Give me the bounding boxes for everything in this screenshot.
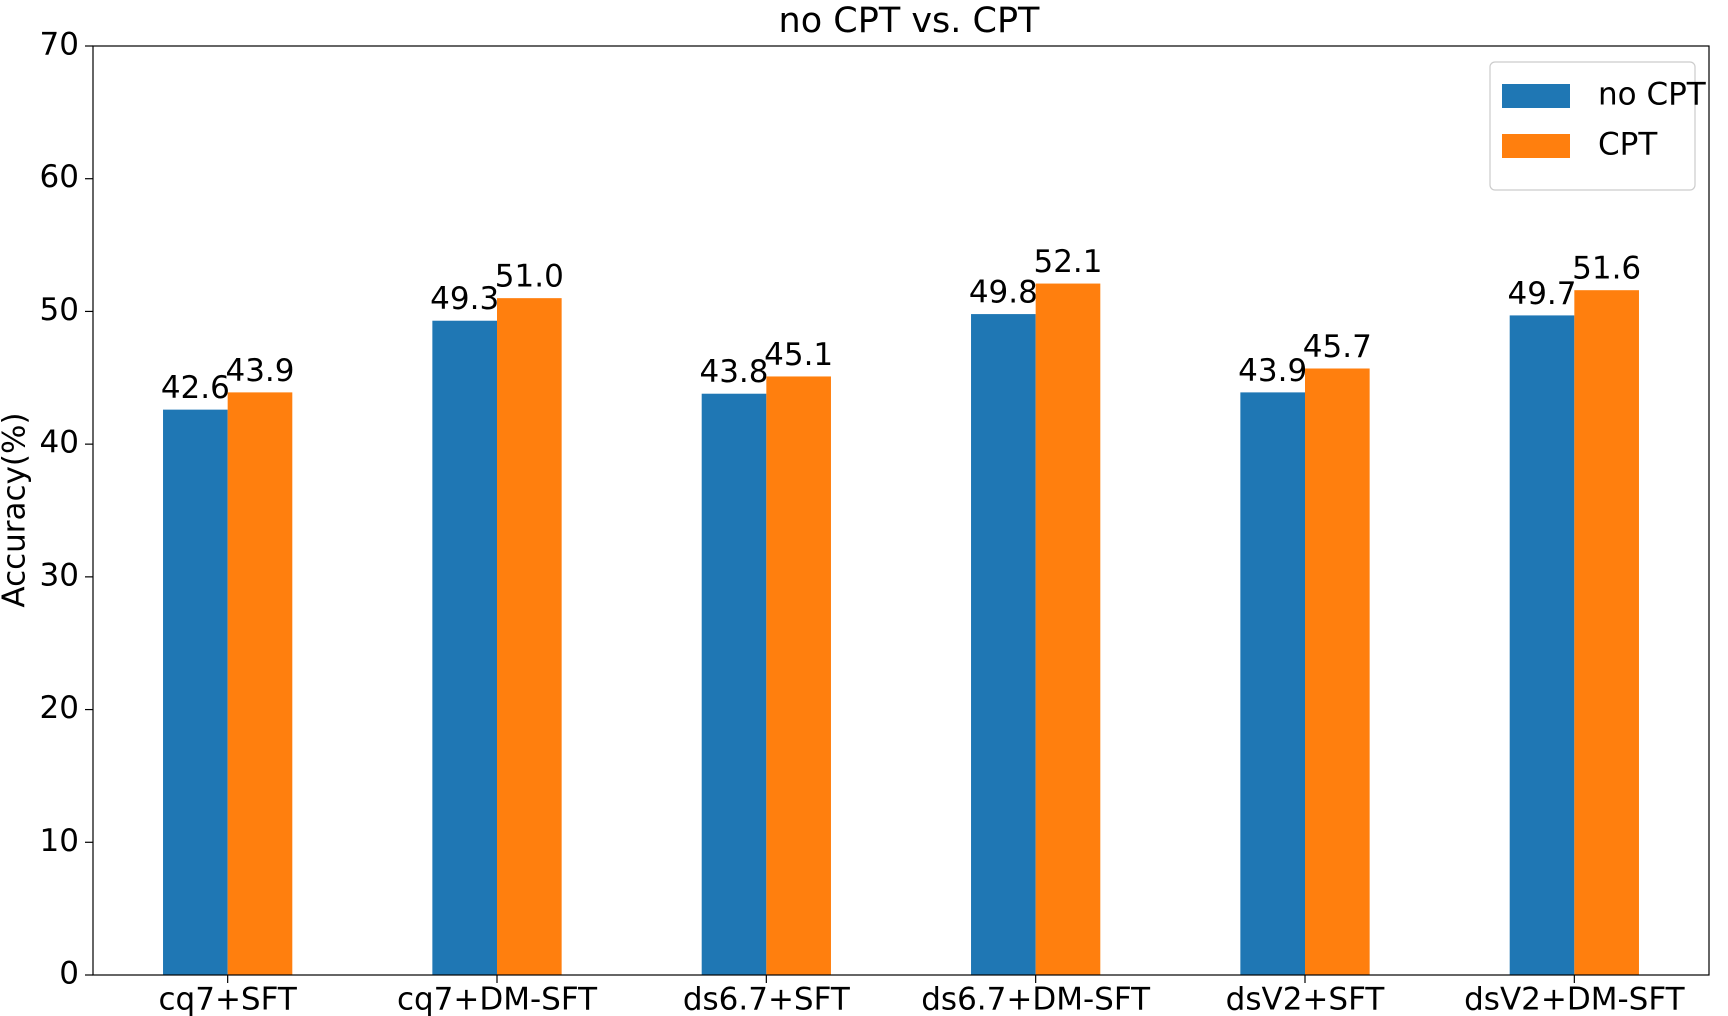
bar [701, 393, 767, 975]
bar [1574, 290, 1639, 975]
value-label: 49.7 [1507, 276, 1576, 312]
value-label: 43.9 [1238, 353, 1307, 389]
bar [971, 314, 1036, 975]
plot-frame [92, 45, 1710, 976]
bar [227, 392, 293, 975]
x-tick-label: dsV2+DM-SFT [1464, 982, 1686, 1016]
value-label: 49.3 [430, 281, 499, 317]
legend-swatch [1502, 84, 1570, 108]
legend-label: no CPT [1598, 77, 1707, 113]
bar [497, 298, 562, 976]
value-label: 42.6 [161, 370, 230, 406]
y-tick-label: 70 [40, 27, 79, 63]
bar [1035, 283, 1101, 975]
bar [1240, 392, 1305, 975]
x-tick-label: cq7+DM-SFT [397, 982, 598, 1016]
y-tick-label: 40 [40, 425, 79, 461]
y-tick-label: 10 [40, 823, 79, 859]
x-tick-label: ds6.7+DM-SFT [921, 982, 1151, 1016]
y-tick-label: 50 [40, 292, 79, 328]
x-tick-label: cq7+SFT [159, 982, 298, 1016]
y-tick-label: 30 [40, 557, 79, 593]
bar [1509, 315, 1575, 975]
value-label: 43.9 [225, 353, 294, 389]
bar [432, 320, 497, 975]
x-tick-label: dsV2+SFT [1226, 982, 1386, 1016]
y-tick-label: 60 [40, 159, 79, 195]
x-tick-label: ds6.7+SFT [683, 982, 851, 1016]
bar [1305, 368, 1370, 975]
bar [163, 409, 228, 975]
value-label: 43.8 [699, 354, 768, 390]
legend-swatch [1502, 134, 1570, 158]
y-tick-label: 0 [59, 956, 79, 992]
value-label: 45.7 [1303, 329, 1372, 365]
bar [766, 376, 831, 975]
y-axis-label: Accuracy(%) [0, 412, 33, 607]
value-label: 51.6 [1572, 251, 1641, 287]
value-label: 49.8 [969, 275, 1038, 311]
y-tick-label: 20 [40, 690, 79, 726]
value-label: 51.0 [495, 259, 564, 295]
value-label: 45.1 [764, 337, 833, 373]
value-label: 52.1 [1033, 244, 1102, 280]
chart-title: no CPT vs. CPT [779, 1, 1041, 41]
legend-label: CPT [1598, 127, 1658, 163]
